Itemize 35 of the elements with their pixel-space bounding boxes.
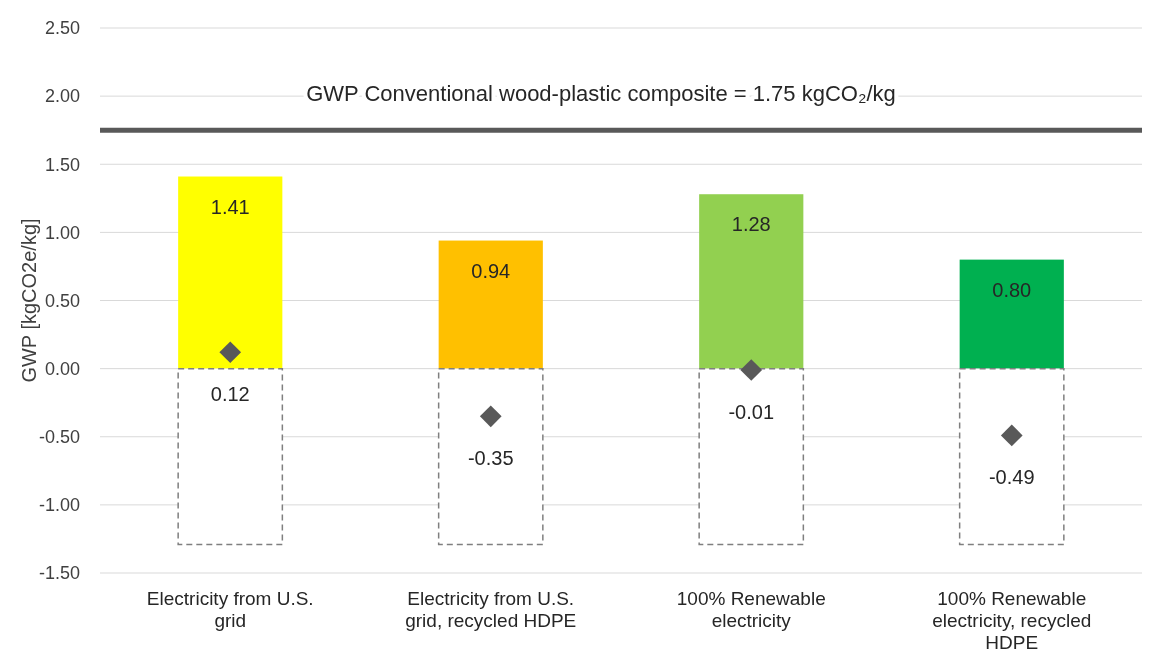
data-label: -0.35 <box>467 447 514 470</box>
point <box>740 359 763 381</box>
bar <box>178 176 283 369</box>
data-label: -0.01 <box>728 400 775 423</box>
point <box>219 341 242 364</box>
y-tick-label: 1.50 <box>44 154 80 175</box>
x-tick-label: Electricity from U.S. grid <box>146 588 314 631</box>
bar <box>698 367 805 546</box>
point <box>1000 424 1023 447</box>
bar <box>958 367 1065 546</box>
bar <box>177 367 284 546</box>
data-label: 0.12 <box>210 383 250 406</box>
bar <box>437 367 544 546</box>
bar <box>438 240 543 369</box>
y-tick-label: 2.50 <box>44 18 80 39</box>
y-tick-label: -1.50 <box>38 563 80 584</box>
x-tick-label: 100% Renewable electricity <box>676 588 826 631</box>
y-tick-label: -1.00 <box>38 495 80 516</box>
data-label: 0.94 <box>471 259 511 282</box>
data-label: 1.41 <box>210 195 250 218</box>
data-label: 0.80 <box>992 278 1032 301</box>
y-tick-label: 1.00 <box>44 222 80 243</box>
x-tick-label: 100% Renewable electricity, recycled HDPE <box>932 588 1092 653</box>
y-tick-label: 2.00 <box>44 86 80 107</box>
x-tick-label: Electricity from U.S. grid, recycled HDPE <box>405 588 577 631</box>
y-tick-label: 0.00 <box>44 358 80 379</box>
bar <box>959 259 1064 369</box>
data-label: -0.49 <box>988 466 1035 489</box>
point <box>479 405 502 428</box>
data-label: 1.28 <box>731 213 771 236</box>
y-tick-label: -0.50 <box>38 427 80 448</box>
y-tick-label: 0.50 <box>44 290 80 311</box>
ref-line-label: GWP Conventional wood-plastic composite = 1.75 kgCO₂/kg <box>306 80 896 106</box>
bar <box>699 194 804 369</box>
y-axis-title: GWP [kgCO2e/kg] <box>18 218 40 383</box>
